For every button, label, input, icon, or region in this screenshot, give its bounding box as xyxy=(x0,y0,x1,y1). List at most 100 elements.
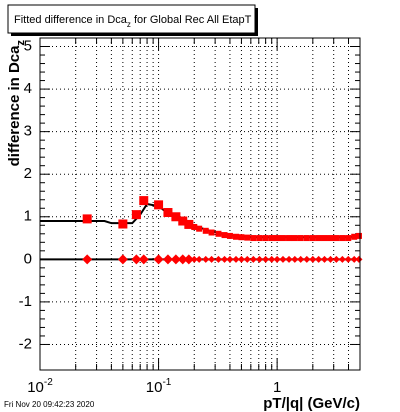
x-tick-label: 10-1 xyxy=(146,377,172,396)
square-marker xyxy=(286,235,293,242)
diamond-marker xyxy=(249,255,257,263)
diamond-marker xyxy=(338,255,346,263)
diamond-marker xyxy=(327,255,335,263)
diamond-marker xyxy=(82,254,93,265)
diamond-marker xyxy=(243,255,251,263)
title-text: for Global Rec All EtapT xyxy=(131,14,252,26)
x-tick-exponent: -1 xyxy=(162,377,171,388)
square-marker xyxy=(154,200,164,210)
square-marker xyxy=(345,235,352,242)
diamond-marker xyxy=(162,254,173,265)
diamond-marker xyxy=(214,255,222,263)
x-tick-exponent: -2 xyxy=(44,377,53,388)
square-marker xyxy=(256,235,263,242)
title-text: Fitted difference in Dca xyxy=(14,14,128,26)
diamond-marker xyxy=(117,254,128,265)
diamond-marker xyxy=(262,255,270,263)
square-marker xyxy=(274,235,281,242)
square-marker xyxy=(339,235,346,242)
diamond-marker xyxy=(202,255,210,263)
diamond-marker xyxy=(183,254,194,265)
y-label-text: difference in Dca xyxy=(6,45,23,167)
square-marker xyxy=(303,235,310,242)
y-tick-label: 5 xyxy=(24,37,32,54)
square-marker xyxy=(208,229,215,236)
square-marker xyxy=(309,235,316,242)
diamond-marker xyxy=(138,254,149,265)
square-marker xyxy=(82,214,92,224)
diamond-marker xyxy=(344,255,352,263)
diamond-marker xyxy=(255,255,263,263)
square-marker xyxy=(191,223,198,230)
diamond-marker xyxy=(153,254,164,265)
diamond-marker xyxy=(321,255,329,263)
square-marker xyxy=(178,216,188,226)
square-marker xyxy=(139,196,149,206)
y-tick-label: -2 xyxy=(19,335,32,352)
square-marker xyxy=(262,235,269,242)
y-label-subscript: z xyxy=(15,40,27,46)
y-axis-label: difference in Dcaz xyxy=(6,40,27,167)
y-tick-label: 2 xyxy=(24,165,32,182)
diamond-marker xyxy=(285,255,293,263)
y-tick-label: 1 xyxy=(24,208,32,225)
y-tick-label: 4 xyxy=(24,80,32,97)
square-marker xyxy=(250,235,257,242)
diamond-marker xyxy=(303,255,311,263)
diamond-marker xyxy=(131,254,142,265)
diamond-marker xyxy=(232,255,240,263)
y-tick-label: 3 xyxy=(24,123,32,140)
square-marker xyxy=(238,234,245,241)
square-marker xyxy=(321,235,328,242)
y-tick-label: -1 xyxy=(19,293,32,310)
square-marker xyxy=(184,219,194,229)
diamond-marker xyxy=(297,255,305,263)
square-marker xyxy=(291,235,298,242)
diamond-marker xyxy=(355,255,363,263)
footer-date: Fri Nov 20 09:42:23 2020 xyxy=(4,400,95,409)
diamond-marker xyxy=(350,255,358,263)
diamond-marker xyxy=(309,255,317,263)
square-marker xyxy=(279,235,286,242)
square-marker xyxy=(215,230,222,237)
square-marker xyxy=(171,212,181,222)
diamond-marker xyxy=(177,254,188,265)
title-subscript: z xyxy=(127,20,131,29)
diamond-marker xyxy=(195,255,203,263)
square-marker xyxy=(333,235,340,242)
diamond-marker xyxy=(291,255,299,263)
frame xyxy=(39,37,361,371)
diamond-marker xyxy=(315,255,323,263)
diamond-marker xyxy=(237,255,245,263)
diamond-marker xyxy=(279,255,287,263)
square-marker xyxy=(297,235,304,242)
square-marker xyxy=(221,232,228,239)
x-tick-label: 1 xyxy=(273,379,281,396)
diamond-marker xyxy=(273,255,281,263)
diamond-marker xyxy=(226,255,234,263)
chart-title: Fitted difference in Dcaz for Global Rec… xyxy=(14,14,252,29)
square-marker xyxy=(163,208,173,218)
square-marker xyxy=(351,233,358,240)
square-marker xyxy=(233,233,240,240)
x-tick-label: 10-2 xyxy=(27,377,53,396)
square-marker xyxy=(196,225,203,232)
y-tick-label: 0 xyxy=(24,250,32,267)
square-marker xyxy=(315,235,322,242)
square-marker xyxy=(327,235,334,242)
title-box xyxy=(7,4,256,34)
square-marker xyxy=(244,234,251,241)
square-marker xyxy=(355,232,362,239)
diamond-marker xyxy=(190,255,198,263)
x-tick-base: 10 xyxy=(27,379,44,396)
square-marker xyxy=(118,219,128,229)
x-tick-base: 10 xyxy=(146,379,163,396)
diamond-marker xyxy=(208,255,216,263)
square-marker xyxy=(131,210,141,220)
diamond-marker xyxy=(268,255,276,263)
diamond-marker xyxy=(221,255,229,263)
diamond-marker xyxy=(332,255,340,263)
